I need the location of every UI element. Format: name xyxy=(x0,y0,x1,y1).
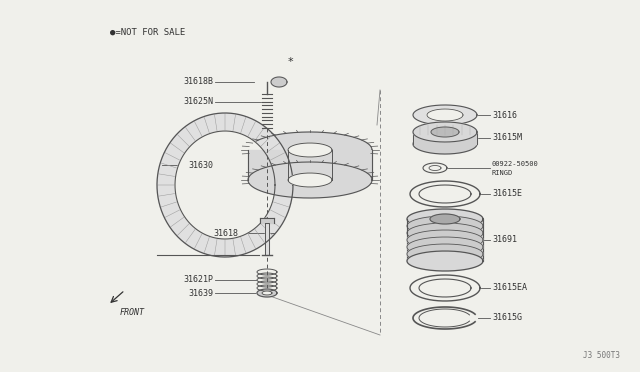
Polygon shape xyxy=(423,163,447,173)
Text: FRONT: FRONT xyxy=(120,308,145,317)
Text: RINGD: RINGD xyxy=(492,170,513,176)
Text: 31630: 31630 xyxy=(188,160,213,170)
Polygon shape xyxy=(260,218,274,223)
Polygon shape xyxy=(419,279,471,297)
Polygon shape xyxy=(427,109,463,121)
Text: 31618B: 31618B xyxy=(183,77,213,87)
Polygon shape xyxy=(431,127,459,137)
Polygon shape xyxy=(271,77,287,87)
Polygon shape xyxy=(288,173,332,187)
Polygon shape xyxy=(248,150,372,180)
Text: 31625N: 31625N xyxy=(183,97,213,106)
Text: J3 500T3: J3 500T3 xyxy=(583,351,620,360)
Text: 31615EA: 31615EA xyxy=(492,283,527,292)
Text: 31616: 31616 xyxy=(492,110,517,119)
Polygon shape xyxy=(429,166,441,170)
Polygon shape xyxy=(413,132,477,144)
Text: ●=NOT FOR SALE: ●=NOT FOR SALE xyxy=(110,28,185,36)
Text: *: * xyxy=(287,57,293,67)
Text: 31639: 31639 xyxy=(188,289,213,298)
Polygon shape xyxy=(257,289,277,297)
Polygon shape xyxy=(410,275,480,301)
Polygon shape xyxy=(288,143,332,157)
Polygon shape xyxy=(262,291,272,295)
Polygon shape xyxy=(407,209,483,229)
Polygon shape xyxy=(407,230,483,250)
Polygon shape xyxy=(410,181,480,207)
Polygon shape xyxy=(413,105,477,125)
Text: 31691: 31691 xyxy=(492,235,517,244)
Polygon shape xyxy=(175,131,275,239)
Polygon shape xyxy=(407,244,483,264)
Polygon shape xyxy=(407,216,483,236)
Polygon shape xyxy=(419,185,471,203)
Text: 31615G: 31615G xyxy=(492,314,522,323)
Polygon shape xyxy=(407,223,483,243)
Text: 00922-50500: 00922-50500 xyxy=(492,161,539,167)
Polygon shape xyxy=(430,214,460,224)
Polygon shape xyxy=(265,223,269,255)
Text: 31621P: 31621P xyxy=(183,276,213,285)
Polygon shape xyxy=(157,113,293,257)
Polygon shape xyxy=(413,134,477,154)
Text: 31615M: 31615M xyxy=(492,134,522,142)
Polygon shape xyxy=(413,122,477,142)
Text: 31615E: 31615E xyxy=(492,189,522,199)
Polygon shape xyxy=(407,219,483,261)
Polygon shape xyxy=(407,237,483,257)
Polygon shape xyxy=(407,251,483,271)
Polygon shape xyxy=(248,132,372,168)
Text: 31618: 31618 xyxy=(213,228,238,237)
Polygon shape xyxy=(248,162,372,198)
